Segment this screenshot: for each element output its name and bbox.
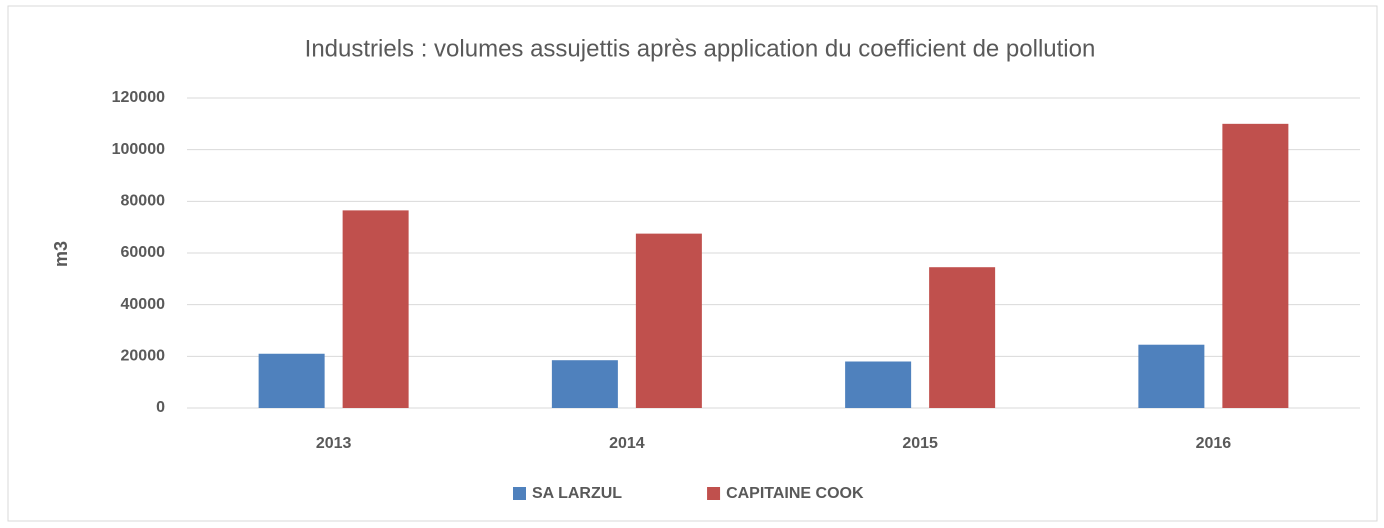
y-tick-label: 100000 xyxy=(112,141,165,158)
y-tick-label: 120000 xyxy=(112,89,165,106)
legend-swatch xyxy=(513,487,526,500)
y-axis-label: m3 xyxy=(51,241,71,267)
y-tick-label: 40000 xyxy=(121,296,166,313)
bar xyxy=(1222,123,1289,408)
bar xyxy=(258,353,325,408)
legend-swatch xyxy=(707,487,721,500)
y-tick-label: 60000 xyxy=(121,244,166,261)
bar xyxy=(929,267,996,408)
legend-label: CAPITAINE COOK xyxy=(726,485,864,502)
x-tick-label: 2013 xyxy=(316,435,352,452)
chart-title: Industriels : volumes assujettis après a… xyxy=(305,35,1096,62)
bar xyxy=(635,233,702,408)
bar xyxy=(1138,344,1205,408)
bar xyxy=(845,361,912,408)
x-tick-label: 2015 xyxy=(902,435,938,452)
y-tick-label: 80000 xyxy=(121,193,166,210)
bar xyxy=(342,210,409,408)
y-tick-label: 20000 xyxy=(121,348,166,365)
y-tick-label: 0 xyxy=(156,399,165,416)
x-tick-label: 2016 xyxy=(1196,435,1232,452)
legend-label: SA LARZUL xyxy=(532,485,622,502)
bar xyxy=(551,360,618,408)
x-tick-label: 2014 xyxy=(609,435,645,452)
